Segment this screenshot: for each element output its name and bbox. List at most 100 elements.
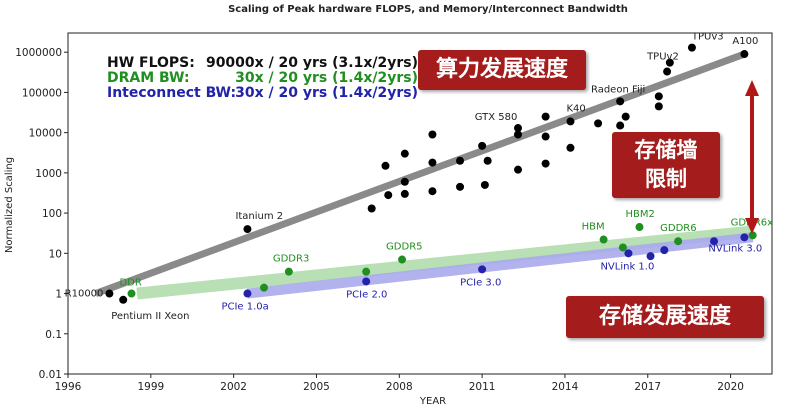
data-point-interconnect-bw — [710, 237, 719, 246]
data-point-hw-flops — [594, 119, 603, 128]
plot-frame — [67, 32, 773, 375]
memory-wall-arrow — [745, 80, 759, 234]
x-tick-label: 2005 — [303, 381, 330, 393]
legend: HW FLOPS: 90000x / 20 yrs (3.1x/2yrs) DRAM… — [107, 55, 418, 101]
y-tick-label: 1000 — [35, 168, 62, 180]
memory-wall-callout-line2: 限制 — [645, 167, 687, 191]
data-point-hw-flops — [663, 67, 672, 76]
y-tick-label: 1 — [55, 289, 62, 301]
data-point-dram-bw — [362, 267, 371, 276]
x-tick-label: 2008 — [386, 381, 413, 393]
data-point-hw-flops — [400, 189, 409, 198]
y-tick-label: 100 — [42, 208, 62, 220]
legend-value: 30x / 20 yrs (1.4x/2yrs) — [235, 70, 418, 86]
y-tick-label: 0.01 — [39, 369, 62, 381]
data-point-interconnect-bw — [740, 233, 749, 242]
trend-line-interconnect-bw — [246, 232, 754, 299]
data-point-hw-flops — [616, 121, 625, 130]
chart-title: Scaling of Peak hardware FLOPS, and Memo… — [228, 4, 628, 15]
data-point-hw-flops — [740, 50, 749, 59]
data-point-dram-bw — [635, 223, 644, 232]
data-point-interconnect-bw — [646, 252, 655, 261]
point-label: Itanium 2 — [235, 211, 283, 222]
y-axis-label: Normalized Scaling — [4, 157, 15, 253]
x-axis-label: YEAR — [419, 396, 446, 407]
data-point-dram-bw — [748, 231, 757, 240]
x-tick-label: 1999 — [137, 381, 164, 393]
data-point-dram-bw — [599, 235, 608, 244]
point-label: NVLink 1.0 — [600, 261, 654, 272]
x-tick-label: 2014 — [552, 381, 579, 393]
data-point-hw-flops — [243, 225, 252, 234]
data-point-interconnect-bw — [362, 277, 371, 286]
data-point-hw-flops — [480, 180, 489, 189]
data-point-hw-flops — [541, 159, 550, 168]
storage-speed-callout: 存储发展速度 — [566, 296, 764, 338]
point-label: K40 — [566, 103, 585, 114]
data-point-interconnect-bw — [660, 246, 669, 255]
point-label: GDDR3 — [273, 254, 309, 265]
data-point-dram-bw — [284, 267, 293, 276]
data-point-hw-flops — [428, 158, 437, 167]
data-point-hw-flops — [384, 191, 393, 200]
data-point-hw-flops — [566, 117, 575, 126]
point-label: PCIe 2.0 — [346, 289, 387, 300]
data-point-hw-flops — [514, 124, 523, 133]
legend-value: 30x / 20 yrs (1.4x/2yrs) — [235, 85, 418, 101]
data-point-hw-flops — [687, 43, 696, 52]
point-label: NVLink 3.0 — [708, 243, 762, 254]
legend-label: HW FLOPS: — [107, 55, 195, 71]
point-label: PCIe 1.0a — [221, 302, 268, 313]
data-point-hw-flops — [119, 295, 128, 304]
point-label: Radeon Fiji — [591, 84, 645, 95]
data-point-interconnect-bw — [478, 265, 487, 274]
data-point-hw-flops — [105, 289, 114, 298]
data-point-hw-flops — [483, 156, 492, 165]
data-point-dram-bw — [127, 289, 136, 298]
point-label: GTX 580 — [475, 112, 518, 123]
point-label: TPUv2 — [646, 52, 679, 63]
point-label: DDR — [119, 278, 141, 289]
data-point-dram-bw — [260, 283, 269, 292]
data-point-hw-flops — [566, 143, 575, 152]
data-point-hw-flops — [514, 165, 523, 174]
point-label: TPUv3 — [691, 32, 724, 43]
data-point-dram-bw — [398, 255, 407, 264]
point-label: PCIe 3.0 — [460, 277, 501, 288]
legend-value: 90000x / 20 yrs (3.1x/2yrs) — [206, 55, 418, 71]
y-tick-label: 10000 — [29, 128, 62, 140]
legend-label: DRAM BW: — [107, 70, 190, 86]
data-point-hw-flops — [616, 97, 625, 106]
axis-ticks: 1996 1999 2002 2005 2008 2011 2014 2017 2020 0.01… — [15, 47, 744, 393]
x-tick-label: 1996 — [55, 381, 82, 393]
data-point-hw-flops — [428, 130, 437, 139]
trend-line-dram-bw — [136, 225, 754, 300]
trend-lines — [94, 50, 754, 300]
point-label: R10000 — [65, 289, 104, 300]
y-tick-label: 10 — [49, 248, 62, 260]
y-tick-label: 1000000 — [15, 47, 62, 59]
memory-wall-callout-line1: 存储墙 — [634, 138, 698, 162]
x-tick-label: 2011 — [469, 381, 496, 393]
data-point-hw-flops — [367, 204, 376, 213]
x-tick-label: 2020 — [717, 381, 744, 393]
trend-line-hw-flops — [94, 50, 746, 297]
data-point-hw-flops — [665, 58, 674, 67]
x-tick-label: 2017 — [634, 381, 661, 393]
data-point-hw-flops — [478, 141, 487, 150]
data-point-hw-flops — [621, 112, 630, 121]
x-tick-label: 2002 — [220, 381, 247, 393]
data-point-hw-flops — [400, 177, 409, 186]
point-label: GDDR6 — [660, 223, 696, 234]
data-points — [105, 43, 757, 304]
data-point-dram-bw — [618, 243, 627, 252]
y-tick-label: 100000 — [22, 87, 62, 99]
point-label: A100 — [732, 36, 758, 47]
data-point-hw-flops — [541, 112, 550, 121]
compute-speed-callout: 算力发展速度 — [418, 50, 586, 90]
data-point-hw-flops — [400, 149, 409, 158]
data-point-hw-flops — [456, 182, 465, 191]
point-label: HBM2 — [625, 209, 654, 220]
data-point-interconnect-bw — [624, 249, 633, 258]
